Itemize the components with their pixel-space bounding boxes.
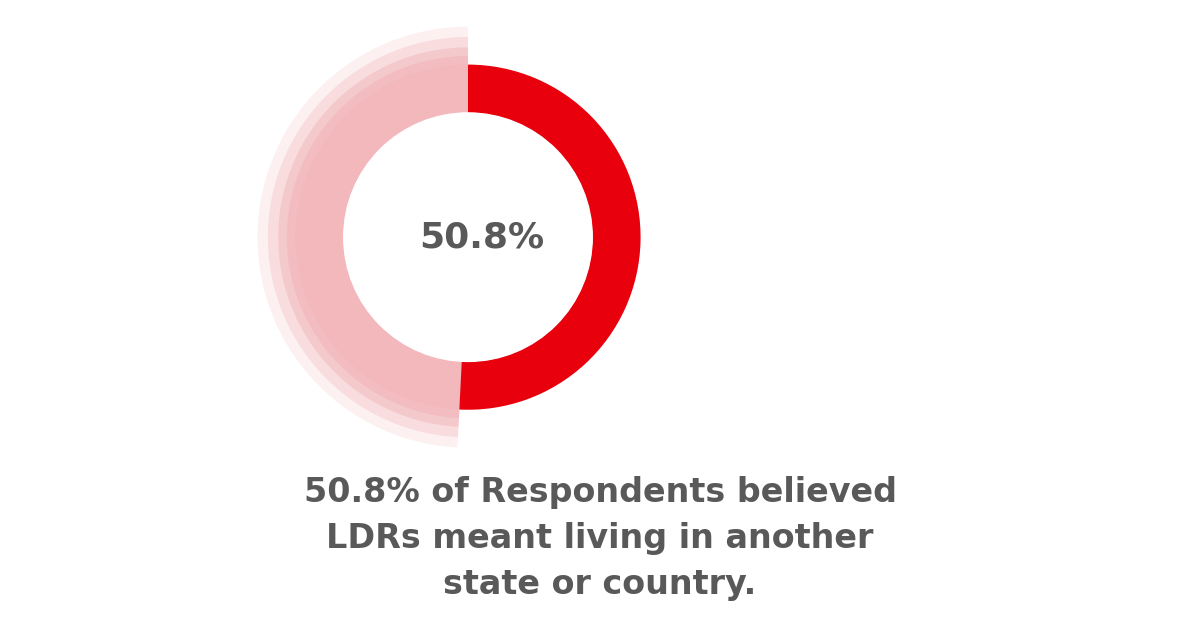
Wedge shape xyxy=(258,27,468,447)
Wedge shape xyxy=(287,56,468,418)
Wedge shape xyxy=(295,65,468,410)
Text: 50.8% of Respondents believed
LDRs meant living in another
state or country.: 50.8% of Respondents believed LDRs meant… xyxy=(304,476,896,601)
Wedge shape xyxy=(268,37,468,437)
Circle shape xyxy=(343,113,593,362)
Text: 50.8%: 50.8% xyxy=(419,220,545,254)
Wedge shape xyxy=(278,47,468,427)
Wedge shape xyxy=(460,65,641,410)
